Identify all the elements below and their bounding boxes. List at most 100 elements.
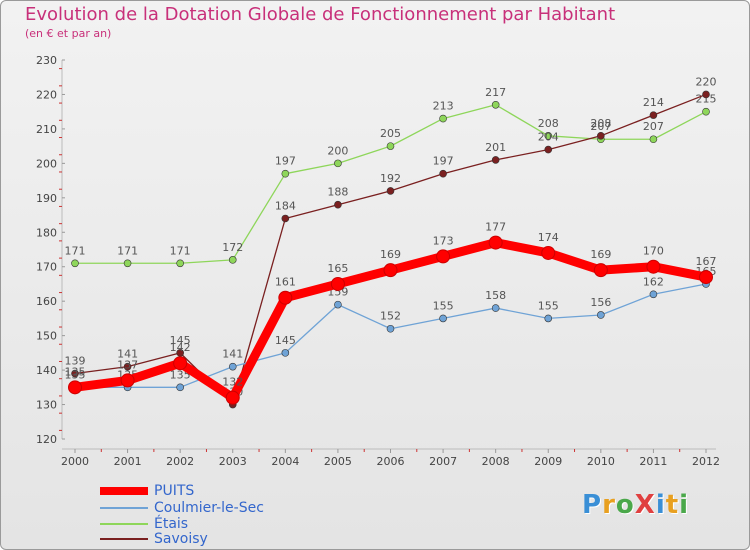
legend-swatch-etais bbox=[100, 523, 148, 525]
data-label--tais: 200 bbox=[327, 144, 348, 157]
data-point-savoisy bbox=[702, 90, 710, 99]
data-label-puits: 161 bbox=[275, 276, 296, 289]
data-point-savoisy bbox=[439, 169, 447, 178]
y-tick-label: 230 bbox=[36, 54, 57, 67]
data-point--tais bbox=[123, 259, 132, 268]
data-label--tais: 207 bbox=[643, 120, 664, 133]
data-label-puits: 142 bbox=[170, 341, 191, 354]
data-point-coulmier-le-sec bbox=[176, 383, 184, 392]
x-tick-label: 2003 bbox=[219, 455, 247, 468]
x-tick-label: 2009 bbox=[534, 455, 562, 468]
data-label-coulmier-le-sec: 162 bbox=[643, 275, 664, 288]
legend-item-etais: Étais bbox=[100, 516, 188, 532]
data-point--tais bbox=[281, 169, 290, 178]
data-label-savoisy: 214 bbox=[643, 96, 664, 109]
data-point-coulmier-le-sec bbox=[491, 304, 500, 312]
data-point-savoisy bbox=[597, 132, 605, 140]
data-point-savoisy bbox=[544, 145, 553, 154]
data-label--tais: 205 bbox=[380, 127, 401, 140]
data-point-savoisy bbox=[386, 187, 395, 195]
data-label-coulmier-le-sec: 158 bbox=[485, 289, 506, 302]
data-label-savoisy: 201 bbox=[485, 141, 506, 154]
chart-subtitle: (en € et par an) bbox=[25, 27, 112, 40]
legend-swatch-savoisy bbox=[100, 538, 148, 540]
data-point-savoisy bbox=[649, 111, 658, 119]
legend-item-puits: PUITS bbox=[100, 483, 194, 499]
data-point--tais bbox=[439, 114, 447, 123]
data-label--tais: 197 bbox=[275, 155, 296, 168]
data-label-puits: 169 bbox=[590, 248, 611, 261]
data-label-savoisy: 220 bbox=[696, 75, 717, 88]
x-tick-label: 2012 bbox=[692, 455, 720, 468]
data-label-puits: 173 bbox=[433, 234, 454, 247]
data-label--tais: 171 bbox=[65, 244, 86, 257]
data-label-puits: 137 bbox=[117, 358, 138, 371]
y-tick-label: 220 bbox=[36, 88, 57, 101]
x-tick-label: 2004 bbox=[271, 455, 299, 468]
data-point--tais bbox=[176, 259, 184, 268]
y-tick-label: 130 bbox=[36, 399, 57, 412]
data-label-savoisy: 192 bbox=[380, 172, 401, 185]
x-tick-label: 2008 bbox=[482, 455, 510, 468]
data-point-puits bbox=[278, 290, 293, 305]
data-label--tais: 213 bbox=[433, 100, 454, 113]
x-tick-label: 2001 bbox=[114, 455, 142, 468]
data-point--tais bbox=[649, 135, 658, 144]
data-point-savoisy bbox=[71, 369, 79, 378]
proxiti-logo: ProXiti bbox=[582, 490, 690, 520]
data-label-coulmier-le-sec: 152 bbox=[380, 310, 401, 323]
x-tick-label: 2007 bbox=[429, 455, 457, 468]
data-label-puits: 177 bbox=[485, 221, 506, 234]
x-tick-label: 2002 bbox=[166, 455, 194, 468]
data-point-savoisy bbox=[334, 200, 342, 209]
data-label-savoisy: 184 bbox=[275, 199, 296, 212]
data-label-savoisy: 197 bbox=[433, 155, 454, 168]
data-label--tais: 207 bbox=[590, 120, 611, 133]
y-tick-label: 200 bbox=[36, 157, 57, 170]
data-label-coulmier-le-sec: 155 bbox=[538, 299, 559, 312]
data-point-coulmier-le-sec bbox=[544, 314, 553, 323]
data-point-puits bbox=[646, 259, 661, 274]
data-point--tais bbox=[702, 107, 710, 116]
y-tick-label: 120 bbox=[36, 433, 57, 446]
data-point-savoisy bbox=[491, 156, 500, 164]
x-tick-label: 2006 bbox=[377, 455, 405, 468]
data-point-puits bbox=[225, 390, 240, 405]
data-point-puits bbox=[488, 235, 503, 250]
data-point-puits bbox=[173, 356, 188, 371]
data-point-puits bbox=[68, 380, 82, 395]
x-tick-label: 2011 bbox=[639, 455, 667, 468]
data-point-puits bbox=[593, 263, 608, 278]
x-tick-label: 2000 bbox=[61, 455, 89, 468]
data-label--tais: 171 bbox=[117, 244, 138, 257]
data-label-coulmier-le-sec: 145 bbox=[275, 334, 296, 347]
data-label-savoisy: 141 bbox=[117, 348, 138, 361]
data-label-coulmier-le-sec: 156 bbox=[590, 296, 611, 309]
y-tick-label: 140 bbox=[36, 364, 57, 377]
y-tick-label: 180 bbox=[36, 226, 57, 239]
data-point--tais bbox=[544, 132, 553, 140]
data-point--tais bbox=[334, 159, 342, 168]
data-point-puits bbox=[120, 373, 135, 388]
legend-label-savoisy: Savoisy bbox=[154, 531, 208, 547]
data-point-coulmier-le-sec bbox=[228, 362, 237, 371]
data-label-puits: 170 bbox=[643, 245, 664, 258]
data-label-puits: 169 bbox=[380, 248, 401, 261]
data-point-coulmier-le-sec bbox=[386, 324, 395, 333]
data-label-puits: 132 bbox=[222, 376, 243, 389]
data-point-coulmier-le-sec bbox=[334, 300, 342, 309]
data-label-savoisy: 145 bbox=[170, 334, 191, 347]
legend-item-coulmier: Coulmier-le-Sec bbox=[100, 500, 264, 516]
data-label--tais: 171 bbox=[170, 244, 191, 257]
data-label--tais: 172 bbox=[222, 241, 243, 254]
data-label-puits: 167 bbox=[696, 255, 717, 268]
chart-title: Evolution de la Dotation Globale de Fonc… bbox=[25, 4, 616, 25]
data-point--tais bbox=[386, 142, 395, 150]
y-tick-label: 210 bbox=[36, 123, 57, 136]
x-tick-label: 2005 bbox=[324, 455, 352, 468]
y-tick-label: 150 bbox=[36, 330, 57, 343]
data-point-savoisy bbox=[281, 214, 290, 223]
data-label-savoisy: 208 bbox=[590, 117, 611, 130]
data-label-coulmier-le-sec: 135 bbox=[65, 368, 86, 381]
data-label--tais: 217 bbox=[485, 86, 506, 99]
